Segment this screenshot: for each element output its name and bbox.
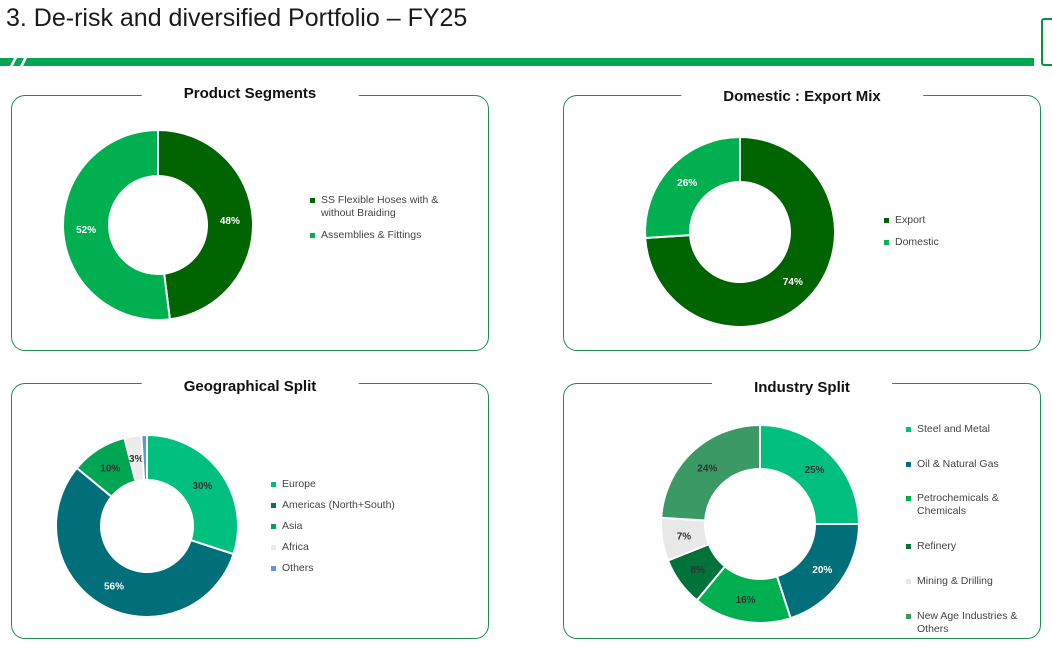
- domestic-export-legend: Export Domestic: [884, 214, 1020, 258]
- panel-industry-split: Industry Split 25% 20% 16% 8% 7% 24% Steel an…: [563, 379, 1041, 639]
- legend-swatch: [884, 218, 889, 223]
- company-logo: [1041, 18, 1052, 66]
- legend-label: Export: [895, 214, 926, 226]
- title-accent-bar: [0, 58, 1034, 66]
- legend-swatch: [906, 496, 911, 501]
- legend-item-americas-north-south: Americas (North+South): [271, 499, 407, 512]
- industry-split-donut-slice-new-age-industries-others: [660, 424, 761, 522]
- legend-label: Mining & Drilling: [917, 575, 993, 587]
- legend-label: Assemblies & Fittings: [321, 229, 422, 241]
- legend-swatch: [310, 198, 315, 203]
- legend-item-steel-and-metal: Steel and Metal: [906, 423, 1042, 436]
- industry-split-donut-label-mining-drilling: 7%: [677, 532, 692, 543]
- product-segments-legend: SS Flexible Hoses with & without Braidin…: [310, 194, 446, 251]
- slide-title: 3. De-risk and diversified Portfolio – F…: [6, 4, 468, 32]
- legend-item-export: Export: [884, 214, 1020, 227]
- industry-split-donut-label-oil-natural-gas: 20%: [812, 565, 832, 576]
- geographical-split-donut-label-europe: 30%: [192, 481, 212, 492]
- legend-item-domestic: Domestic: [884, 236, 1020, 249]
- legend-swatch: [310, 233, 315, 238]
- legend-swatch: [271, 545, 276, 550]
- geographical-split-donut-label-asia: 10%: [100, 464, 120, 475]
- legend-swatch: [906, 462, 911, 467]
- geographical-split-legend: Europe Americas (North+South) Asia Africa Ot…: [271, 478, 407, 583]
- legend-swatch: [906, 579, 911, 584]
- legend-item-ss-flexible-hoses-with-without-braiding: SS Flexible Hoses with & without Braidin…: [310, 194, 446, 220]
- industry-split-donut: 25% 20% 16% 8% 7% 24%: [660, 424, 860, 624]
- geographical-split-donut: 30% 56% 10% 3%: [55, 433, 239, 618]
- product-segments-title: Product Segments: [141, 85, 359, 102]
- industry-split-title: Industry Split: [712, 379, 892, 396]
- geographical-split-donut-slice-others: [140, 433, 148, 482]
- domestic-export-donut-slice-export: [644, 135, 836, 328]
- legend-label: Petrochemicals & Chemicals: [917, 492, 999, 517]
- legend-item-others: Others: [271, 562, 407, 575]
- legend-label: Refinery: [917, 540, 957, 552]
- domestic-export-title: Domestic : Export Mix: [681, 88, 923, 105]
- industry-split-donut-label-refinery: 8%: [690, 565, 705, 576]
- legend-swatch: [271, 482, 276, 487]
- panel-domestic-export: Domestic : Export Mix 74% 26% Export Domes…: [563, 88, 1041, 351]
- legend-label: Europe: [282, 478, 316, 490]
- industry-split-donut-slice-steel-and-metal: [759, 424, 860, 525]
- legend-label: Steel and Metal: [917, 423, 990, 435]
- legend-item-africa: Africa: [271, 541, 407, 554]
- legend-label: Africa: [282, 541, 309, 553]
- legend-item-assemblies-fittings: Assemblies & Fittings: [310, 229, 446, 242]
- legend-swatch: [271, 503, 276, 508]
- legend-swatch: [884, 240, 889, 245]
- geographical-split-title: Geographical Split: [141, 378, 359, 395]
- geographical-split-donut-slice-europe: [146, 433, 239, 556]
- legend-swatch: [271, 524, 276, 529]
- domestic-export-donut: 74% 26%: [644, 135, 836, 328]
- industry-split-donut-label-petrochemicals-chemicals: 16%: [736, 595, 756, 606]
- product-segments-donut-slice-assemblies-fittings: [62, 128, 172, 321]
- product-segments-donut: 48% 52%: [62, 128, 254, 321]
- legend-item-petrochemicals-chemicals: Petrochemicals & Chemicals: [906, 492, 1042, 518]
- legend-item-oil-natural-gas: Oil & Natural Gas: [906, 458, 1042, 471]
- panel-geographical-split: Geographical Split 30% 56% 10% 3% Europe Ame…: [11, 378, 489, 639]
- product-segments-donut-label-assemblies-fittings: 52%: [76, 225, 96, 236]
- legend-label: SS Flexible Hoses with & without Braidin…: [321, 194, 439, 219]
- legend-item-mining-drilling: Mining & Drilling: [906, 575, 1042, 588]
- legend-label: Others: [282, 562, 314, 574]
- panel-product-segments: Product Segments 48% 52% SS Flexible Hose…: [11, 85, 489, 351]
- industry-split-donut-label-steel-and-metal: 25%: [804, 465, 824, 476]
- legend-swatch: [271, 566, 276, 571]
- legend-item-refinery: Refinery: [906, 540, 1042, 553]
- legend-swatch: [906, 427, 911, 432]
- legend-item-asia: Asia: [271, 520, 407, 533]
- legend-label: Asia: [282, 520, 303, 532]
- domestic-export-donut-slice-domestic: [644, 135, 741, 240]
- legend-item-new-age-industries-others: New Age Industries & Others: [906, 610, 1042, 636]
- product-segments-donut-label-ss-flexible-hoses-with-without-braiding: 48%: [220, 216, 240, 227]
- legend-label: Domestic: [895, 236, 939, 248]
- industry-split-legend: Steel and Metal Oil & Natural Gas Petroche…: [906, 423, 1042, 658]
- product-segments-donut-slice-ss-flexible-hoses-with-without-braiding: [157, 128, 254, 321]
- domestic-export-donut-label-domestic: 26%: [677, 178, 697, 189]
- legend-label: Americas (North+South): [282, 499, 395, 511]
- geographical-split-donut-label-africa: 3%: [129, 454, 144, 465]
- industry-split-donut-label-new-age-industries-others: 24%: [697, 463, 717, 474]
- legend-label: Oil & Natural Gas: [917, 458, 999, 470]
- geographical-split-donut-slice-americas-north-south: [55, 466, 235, 618]
- legend-swatch: [906, 614, 911, 619]
- domestic-export-donut-label-export: 74%: [783, 277, 803, 288]
- geographical-split-donut-label-americas-north-south: 56%: [104, 582, 124, 593]
- legend-swatch: [906, 544, 911, 549]
- legend-item-europe: Europe: [271, 478, 407, 491]
- legend-label: New Age Industries & Others: [917, 610, 1018, 635]
